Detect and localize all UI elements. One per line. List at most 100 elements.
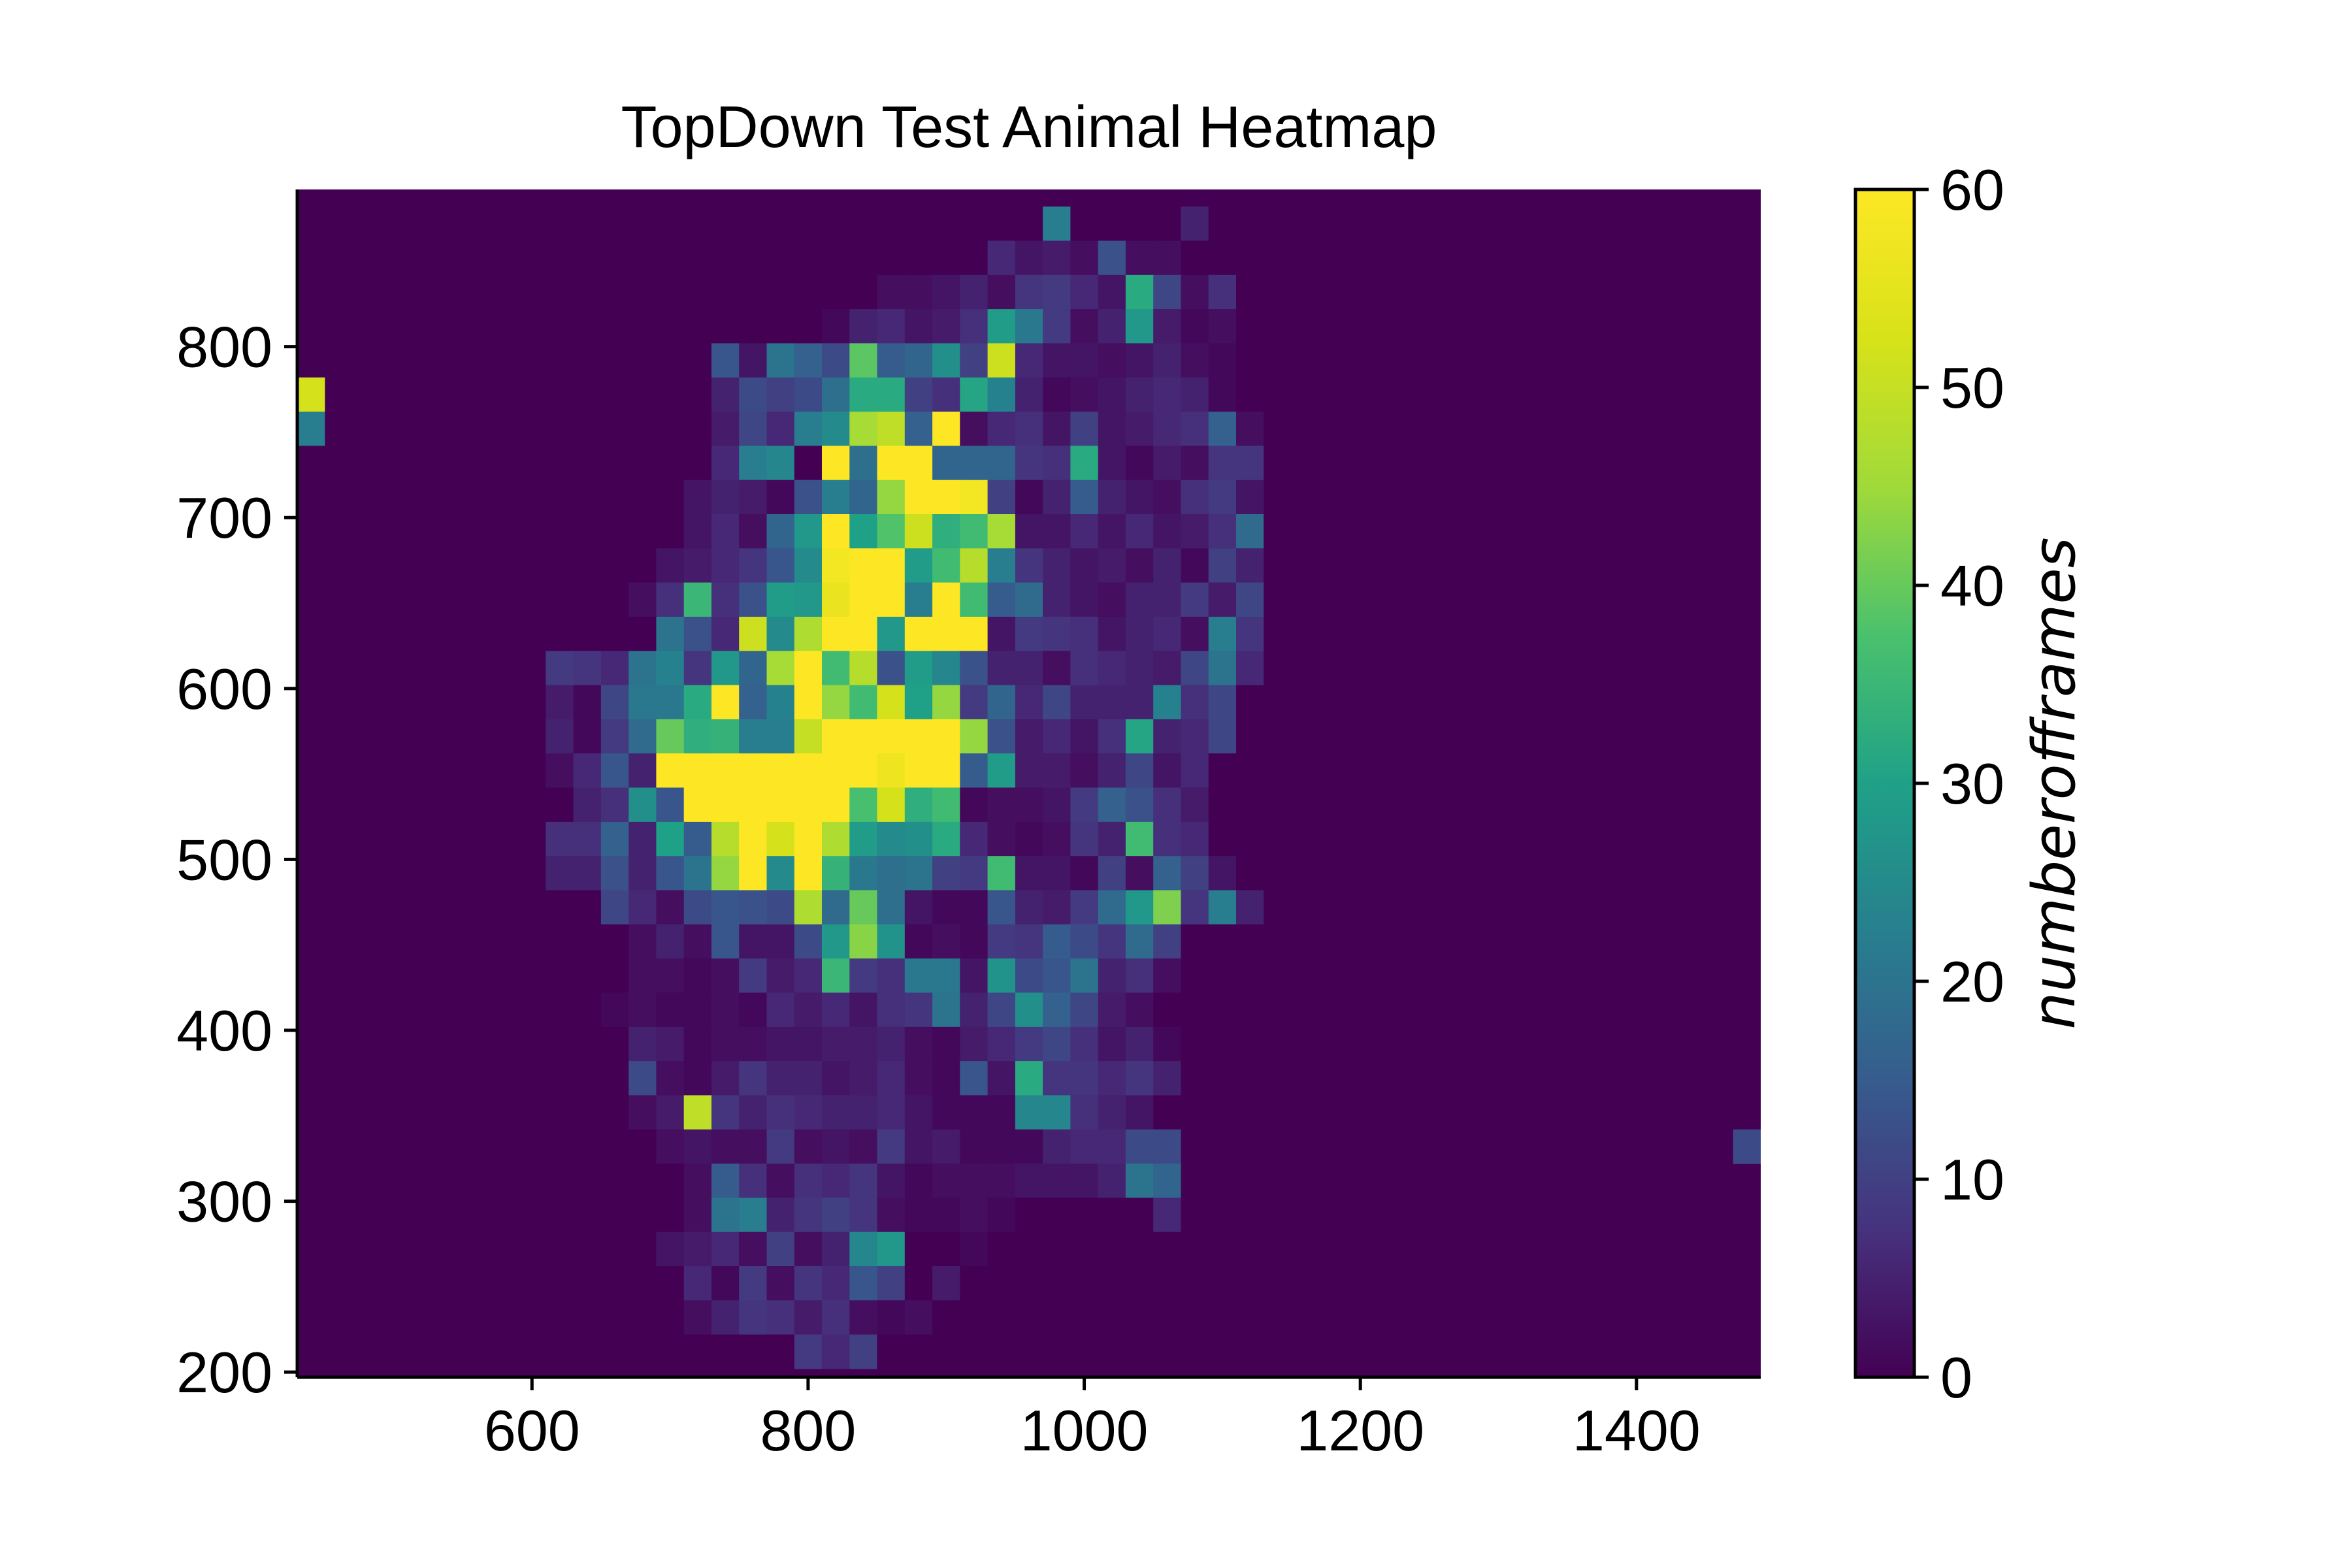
heatmap-cell bbox=[380, 1232, 408, 1267]
heatmap-cell bbox=[1429, 412, 1458, 446]
heatmap-cell bbox=[656, 651, 685, 686]
heatmap-cell bbox=[1401, 1198, 1430, 1233]
heatmap-cell bbox=[1567, 856, 1596, 891]
heatmap-cell bbox=[1539, 582, 1568, 617]
heatmap-cell bbox=[1539, 651, 1568, 686]
heatmap-cell bbox=[1567, 651, 1596, 686]
heatmap-cell bbox=[1015, 787, 1043, 823]
heatmap-cell bbox=[683, 1198, 712, 1233]
heatmap-cell bbox=[1457, 787, 1485, 823]
heatmap-cell bbox=[1429, 274, 1458, 310]
heatmap-cell bbox=[683, 1266, 712, 1301]
heatmap-cell bbox=[960, 1061, 988, 1096]
heatmap-cell bbox=[739, 1164, 768, 1198]
heatmap-cell bbox=[1236, 992, 1264, 1028]
heatmap-cell bbox=[932, 514, 960, 549]
heatmap-cell bbox=[822, 1095, 850, 1130]
heatmap-cell bbox=[766, 1164, 795, 1198]
heatmap-cell bbox=[463, 377, 491, 412]
heatmap-cell bbox=[1374, 821, 1403, 857]
heatmap-cell bbox=[1125, 617, 1154, 651]
heatmap-cell bbox=[1264, 787, 1292, 823]
heatmap-cell bbox=[408, 651, 436, 686]
heatmap-cell bbox=[1236, 1164, 1264, 1198]
heatmap-cell bbox=[932, 446, 960, 481]
heatmap-cell bbox=[600, 958, 629, 993]
heatmap-cell bbox=[1622, 343, 1651, 378]
heatmap-cell bbox=[1401, 924, 1430, 959]
heatmap-cell bbox=[352, 343, 381, 378]
heatmap-cell bbox=[987, 1198, 1016, 1233]
heatmap-cell bbox=[766, 343, 795, 378]
heatmap-cell bbox=[1705, 548, 1734, 583]
heatmap-cell bbox=[1622, 309, 1651, 344]
heatmap-cell bbox=[1374, 890, 1403, 925]
heatmap-cell bbox=[1070, 1095, 1099, 1130]
heatmap-cell bbox=[1512, 240, 1541, 276]
x-tick-label: 800 bbox=[760, 1398, 856, 1463]
heatmap-cell bbox=[1098, 206, 1126, 242]
heatmap-cell bbox=[877, 343, 906, 378]
heatmap-cell bbox=[1457, 1095, 1485, 1130]
heatmap-cell bbox=[1291, 685, 1320, 720]
heatmap-cell bbox=[380, 992, 408, 1028]
heatmap-cell bbox=[1401, 1164, 1430, 1198]
heatmap-cell bbox=[629, 343, 657, 378]
heatmap-cell bbox=[1401, 582, 1430, 617]
heatmap-cell bbox=[1622, 890, 1651, 925]
heatmap-cell bbox=[1181, 548, 1209, 583]
heatmap-cell bbox=[1678, 1232, 1707, 1267]
heatmap-cell bbox=[1678, 617, 1707, 651]
heatmap-cell bbox=[546, 1129, 574, 1164]
heatmap-cell bbox=[463, 890, 491, 925]
heatmap-cell bbox=[1318, 446, 1347, 481]
heatmap-cell bbox=[960, 685, 988, 720]
heatmap-cell bbox=[1429, 1061, 1458, 1096]
heatmap-cell bbox=[1070, 377, 1099, 412]
heatmap-cell bbox=[1264, 753, 1292, 789]
heatmap-cell bbox=[1622, 1300, 1651, 1335]
heatmap-cell bbox=[1125, 480, 1154, 515]
heatmap-cell bbox=[711, 189, 740, 207]
heatmap-cell bbox=[1291, 1334, 1320, 1369]
heatmap-cell bbox=[1015, 1266, 1043, 1301]
heatmap-cell bbox=[1567, 958, 1596, 993]
heatmap-cell bbox=[380, 821, 408, 857]
heatmap-cell bbox=[325, 343, 353, 378]
heatmap-cell bbox=[656, 685, 685, 720]
heatmap-cell bbox=[849, 1164, 878, 1198]
heatmap-cell bbox=[1347, 548, 1375, 583]
heatmap-cell bbox=[1622, 1095, 1651, 1130]
heatmap-cell bbox=[325, 514, 353, 549]
heatmap-cell bbox=[766, 240, 795, 276]
heatmap-cell bbox=[1043, 1095, 1071, 1130]
heatmap-cell bbox=[600, 446, 629, 481]
heatmap-cell bbox=[987, 240, 1016, 276]
heatmap-cell bbox=[849, 890, 878, 925]
heatmap-cell bbox=[1567, 1334, 1596, 1369]
heatmap-cell bbox=[546, 412, 574, 446]
heatmap-cell bbox=[1705, 343, 1734, 378]
heatmap-cell bbox=[1622, 924, 1651, 959]
heatmap-cell bbox=[849, 1026, 878, 1062]
heatmap-cell bbox=[325, 753, 353, 789]
heatmap-cell bbox=[1347, 412, 1375, 446]
heatmap-cell bbox=[1125, 189, 1154, 207]
heatmap-cell bbox=[325, 958, 353, 993]
heatmap-cell bbox=[683, 309, 712, 344]
heatmap-cell bbox=[1070, 1026, 1099, 1062]
heatmap-cell bbox=[932, 1061, 960, 1096]
heatmap-cell bbox=[1236, 651, 1264, 686]
heatmap-cell bbox=[1457, 1061, 1485, 1096]
heatmap-cell bbox=[1761, 206, 1789, 241]
heatmap-cell bbox=[1208, 890, 1237, 925]
heatmap-cell bbox=[794, 1129, 823, 1164]
heatmap-cell bbox=[463, 1266, 491, 1301]
heatmap-cell bbox=[766, 189, 795, 207]
heatmap-cell bbox=[1208, 1198, 1237, 1233]
heatmap-cell bbox=[1678, 992, 1707, 1028]
heatmap-cell bbox=[1070, 651, 1099, 686]
heatmap-cell bbox=[1374, 651, 1403, 686]
heatmap-cell bbox=[739, 685, 768, 720]
heatmap-cell bbox=[600, 309, 629, 344]
